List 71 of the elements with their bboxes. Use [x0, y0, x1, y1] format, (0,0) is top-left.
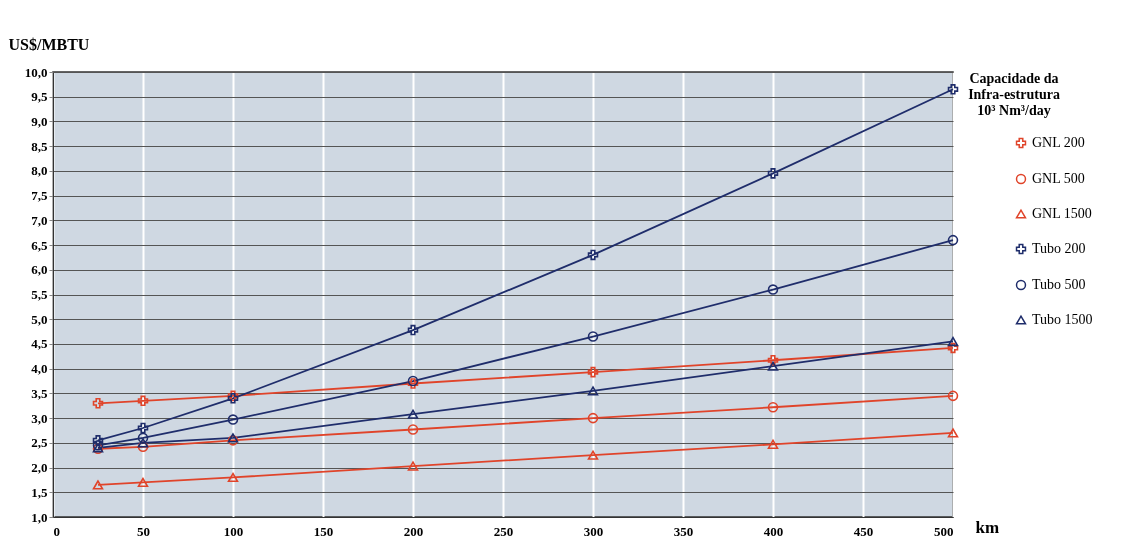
y-tick-label: 1,0	[31, 509, 48, 525]
legend-label: Tubo 200	[1032, 241, 1086, 256]
point	[137, 438, 149, 448]
point	[587, 249, 599, 261]
y-tick-label: 1,5	[31, 484, 48, 500]
legend-label: GNL 500	[1032, 171, 1085, 186]
x-tick-label: 400	[763, 523, 784, 539]
x-tick-label: 500	[934, 523, 954, 539]
point	[227, 472, 239, 483]
point	[137, 395, 149, 407]
point	[587, 450, 599, 460]
point	[92, 480, 104, 490]
point	[587, 412, 599, 424]
point	[947, 234, 959, 246]
y-tick-label: 5,5	[31, 287, 48, 302]
point	[947, 342, 959, 354]
point	[137, 422, 149, 434]
point	[587, 366, 599, 378]
point	[767, 284, 779, 295]
y-axis-title: US$/MBTU	[8, 35, 90, 53]
point	[227, 414, 239, 425]
point	[587, 386, 599, 396]
x-tick-label: 50	[137, 523, 150, 539]
point	[767, 354, 779, 366]
x-tick-label: 350	[673, 523, 694, 539]
x-tick-label: 250	[493, 523, 514, 539]
y-tick-label: 9,0	[31, 113, 48, 129]
x-tick-label: 450	[853, 523, 874, 539]
x-tick-label: 0	[53, 523, 60, 539]
y-tick-label: 10,0	[24, 64, 48, 80]
legend-label: GNL 200	[1032, 135, 1085, 150]
point	[767, 401, 779, 413]
y-tick-label: 2,5	[31, 435, 48, 451]
point	[92, 398, 104, 409]
y-tick-label: 4,5	[31, 336, 48, 352]
point	[587, 331, 599, 342]
x-axis-title: km	[975, 517, 1000, 537]
y-tick-label: 6,5	[31, 237, 48, 253]
x-tick-label: 150	[313, 523, 334, 539]
y-tick-label: 9,5	[31, 89, 48, 105]
point	[947, 390, 959, 402]
x-tick-label: 200	[403, 523, 424, 539]
legend-label: GNL 1500	[1032, 206, 1092, 221]
x-tick-label: 100	[223, 523, 244, 539]
point	[767, 168, 779, 179]
y-tick-label: 2,0	[31, 460, 48, 476]
y-tick-label: 8,5	[31, 138, 48, 154]
y-tick-label: 3,0	[31, 410, 48, 426]
point	[947, 84, 959, 95]
y-tick-label: 3,5	[31, 385, 48, 401]
point	[767, 439, 779, 449]
point	[407, 461, 419, 471]
legend-label: Tubo 500	[1032, 277, 1086, 292]
point	[407, 409, 419, 419]
y-tick-label: 8,0	[31, 163, 48, 179]
point	[947, 428, 959, 438]
point	[407, 324, 419, 336]
y-tick-label: 7,0	[31, 212, 48, 228]
legend-title: Capacidade da Infra-estrutura 10³ Nm³/day	[968, 71, 1060, 118]
point	[767, 361, 779, 371]
y-tick-label: 5,0	[31, 311, 48, 327]
point	[137, 432, 149, 444]
legend-label: Tubo 1500	[1032, 312, 1093, 327]
point	[92, 435, 104, 446]
point	[137, 477, 149, 488]
point	[947, 336, 959, 347]
x-tick-label: 300	[583, 523, 604, 539]
point	[407, 424, 419, 435]
y-tick-label: 6,0	[31, 262, 48, 278]
y-tick-label: 4,0	[31, 361, 48, 377]
y-tick-label: 7,5	[31, 188, 48, 204]
